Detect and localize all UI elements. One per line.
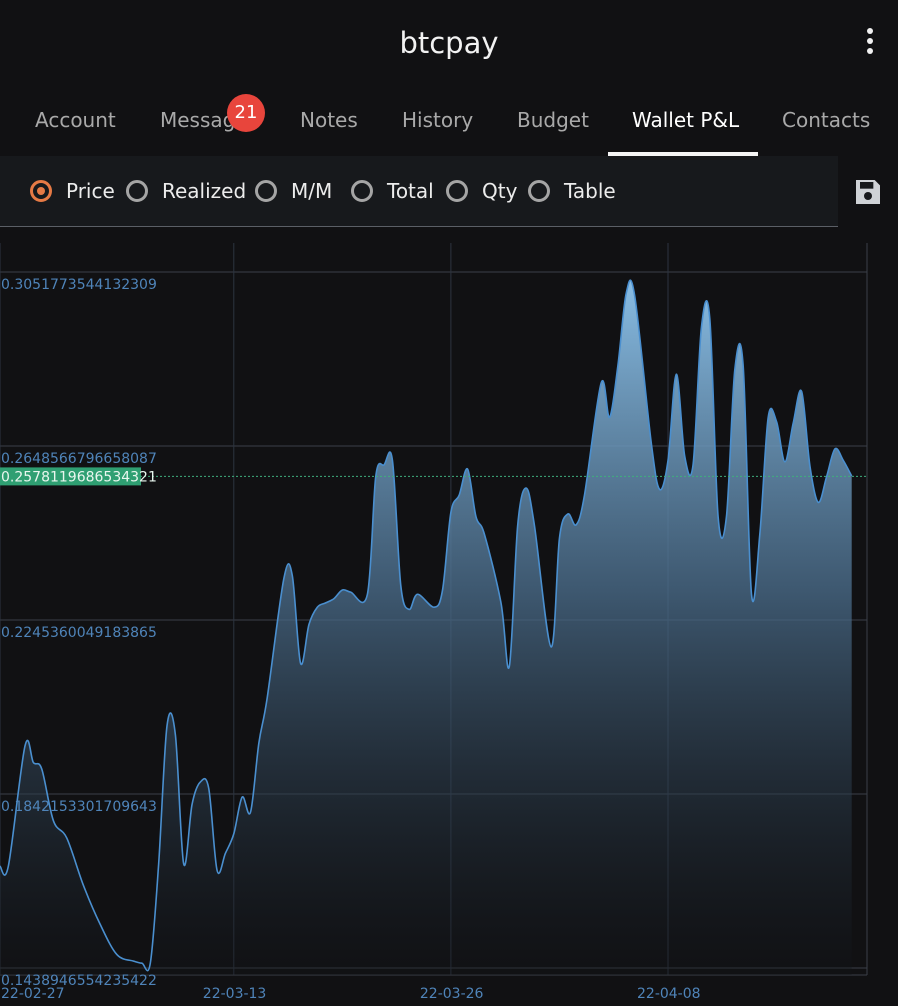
y-axis-tick-label: 0.2245360049183865 [1,625,157,641]
option-label: Table [564,179,616,203]
option-label: M/M [291,179,333,203]
app-bar: btcpay [0,0,898,90]
price-area [0,280,852,975]
option-total[interactable]: Total [351,176,434,206]
tab-history[interactable]: History [402,108,474,132]
tab-account[interactable]: Account [35,108,116,132]
option-price[interactable]: Price [30,176,115,206]
current-price-label: 0.2578119686534321 [1,469,157,485]
y-axis-tick-label: 0.1842153301709643 [1,799,157,815]
y-axis-tick-label: 0.2648566796658087 [1,451,157,467]
tab-bar: Account Messag 21 Notes History Budget W… [0,90,898,156]
radio-icon[interactable] [446,180,468,202]
y-axis-tick-label: 0.3051773544132309 [1,277,157,293]
x-axis-tick-label: 22-03-13 [203,986,267,1002]
option-qty[interactable]: Qty [446,176,517,206]
app-title: btcpay [399,26,499,60]
tab-contacts[interactable]: Contacts [782,108,871,132]
price-line [0,279,853,972]
save-icon[interactable] [852,176,884,208]
chart-mode-selector: Price Realized M/M Total Qty Table [0,156,838,227]
current-price-label-bg [0,467,141,486]
x-axis-tick-label: 22-03-26 [420,986,484,1002]
radio-icon[interactable] [255,180,277,202]
radio-icon[interactable] [528,180,550,202]
option-label: Realized [162,179,247,203]
more-vertical-icon[interactable] [864,28,876,58]
option-table[interactable]: Table [528,176,616,206]
option-mm[interactable]: M/M [255,176,332,206]
option-realized[interactable]: Realized [126,176,246,206]
tab-budget[interactable]: Budget [517,108,589,132]
option-label: Qty [482,179,518,203]
radio-icon[interactable] [351,180,373,202]
tab-wallet-pl[interactable]: Wallet P&L [632,108,740,132]
option-label: Total [387,179,434,203]
radio-icon[interactable] [126,180,148,202]
option-label: Price [66,179,115,203]
tab-messages[interactable]: Messag [160,108,236,132]
x-axis-tick-label: 22-02-27 [1,986,65,1002]
active-tab-indicator [608,152,758,156]
y-axis-tick-label: 0.1438946554235422 [1,973,157,989]
tab-notes[interactable]: Notes [300,108,358,132]
x-axis-tick-label: 22-04-08 [637,986,701,1002]
radio-selected-icon[interactable] [30,180,52,202]
unread-count-badge: 21 [227,94,265,132]
